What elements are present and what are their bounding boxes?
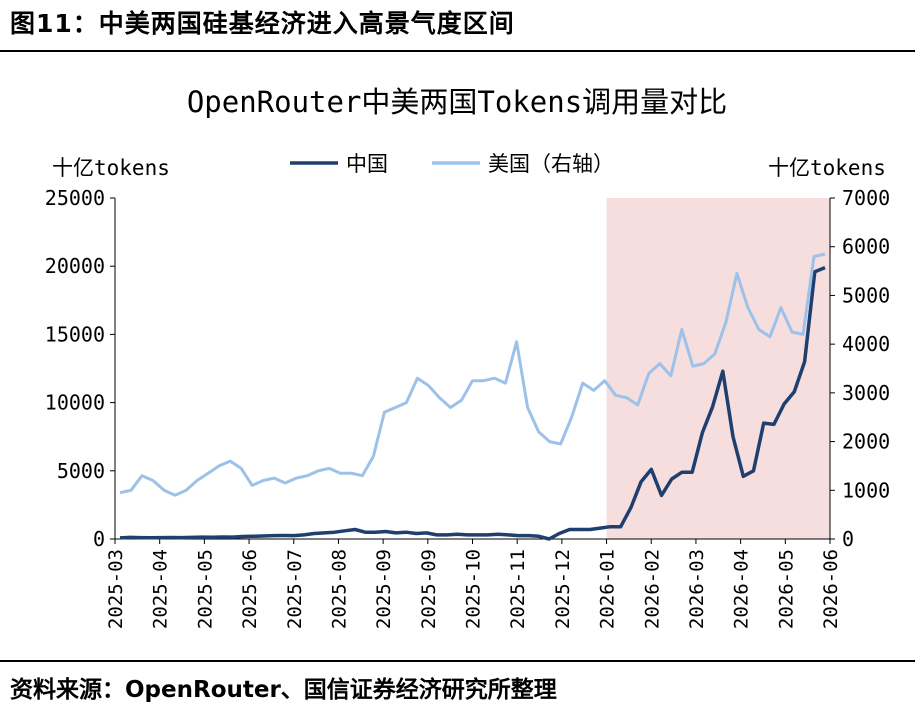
right-tick-label: 6000	[842, 235, 890, 259]
right-tick-label: 0	[842, 527, 854, 551]
x-tick-label: 2025-07	[284, 549, 306, 629]
right-tick-label: 1000	[842, 478, 890, 502]
legend-label: 中国	[346, 152, 388, 176]
right-tick-label: 4000	[842, 332, 890, 356]
x-tick-label: 2026-03	[686, 549, 708, 629]
right-tick-label: 3000	[842, 381, 890, 405]
x-tick-label: 2026-04	[731, 549, 753, 629]
chart-title: OpenRouter中美两国Tokens调用量对比	[187, 85, 727, 119]
series-line-right	[119, 252, 826, 497]
x-tick-label: 2025-04	[150, 549, 172, 629]
left-tick-label: 20000	[45, 254, 105, 278]
left-tick-label: 25000	[45, 186, 105, 210]
x-tick-label: 2026-02	[641, 549, 663, 629]
series-lines	[119, 252, 826, 541]
left-tick-label: 0	[93, 527, 105, 551]
x-tick-label: 2025-11	[507, 549, 529, 629]
left-tick-label: 10000	[45, 391, 105, 415]
left-tick-label: 5000	[57, 459, 105, 483]
source-note: 资料来源：OpenRouter、国信证券经济研究所整理	[10, 677, 557, 703]
x-tick-label: 2026-06	[820, 549, 842, 629]
axes: 0 5000 10000 15000 20000 25000 0 1000 2000 3000 40…	[45, 186, 890, 629]
x-tick-label: 2025-05	[194, 549, 216, 629]
right-tick-label: 7000	[842, 186, 890, 210]
x-tick-label: 2025-06	[239, 549, 261, 629]
left-axis-unit: 十亿tokens	[52, 156, 170, 180]
x-tick-label: 2025-08	[328, 549, 350, 629]
x-tick-label: 2025-12	[552, 549, 574, 629]
legend: 中国 美国（右轴）	[290, 152, 614, 176]
x-tick-label: 2026-05	[775, 549, 797, 629]
highlight-region	[606, 198, 830, 539]
right-axis-unit: 十亿tokens	[768, 156, 886, 180]
x-tick-label: 2025-09	[373, 549, 395, 629]
right-tick-label: 2000	[842, 430, 890, 454]
left-tick-label: 15000	[45, 322, 105, 346]
legend-label: 美国（右轴）	[488, 152, 614, 176]
x-tick-label: 2025-10	[463, 549, 485, 629]
x-tick-label: 2025-09	[418, 549, 440, 629]
bottom-rule	[0, 660, 915, 662]
chart-svg: OpenRouter中美两国Tokens调用量对比 十亿tokens 十亿tok…	[45, 85, 890, 629]
x-tick-label: 2025-03	[105, 549, 127, 629]
series-line-left	[119, 265, 826, 541]
x-tick-label: 2026-01	[597, 549, 619, 629]
top-rule	[0, 50, 915, 52]
figure-title: 图11：中美两国硅基经济进入高景气度区间	[10, 9, 515, 38]
right-tick-label: 5000	[842, 283, 890, 307]
